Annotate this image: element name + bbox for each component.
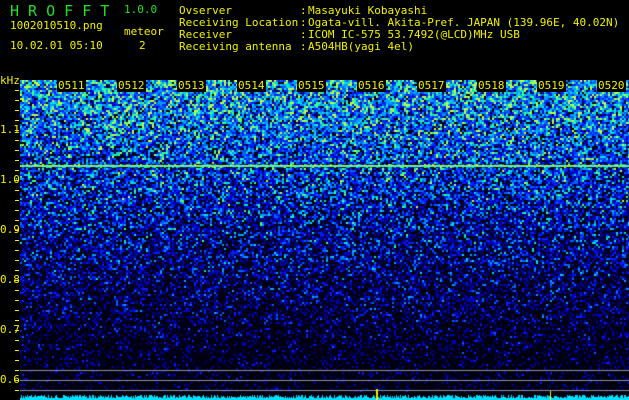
y-tick-mark	[15, 120, 19, 121]
y-tick-label: 0.8	[0, 273, 20, 286]
y-tick-mark	[15, 100, 19, 101]
y-tick-label: 0.7	[0, 323, 20, 336]
y-tick-mark	[15, 90, 19, 91]
info-colon: :	[300, 28, 307, 41]
info-label: Receiver	[179, 28, 232, 41]
y-tick-label: 1.0	[0, 173, 20, 186]
x-tick-label: 0513	[177, 79, 206, 92]
info-value: Ogata-vill. Akita-Pref. JAPAN (139.96E, …	[308, 16, 620, 29]
x-tick-label: 0518	[477, 79, 506, 92]
y-tick-mark	[15, 130, 19, 131]
info-colon: :	[300, 16, 307, 29]
y-tick-label: 0.9	[0, 223, 20, 236]
y-tick-mark	[15, 150, 19, 151]
y-tick-mark	[15, 200, 19, 201]
x-tick-label: 0516	[357, 79, 386, 92]
y-tick-mark	[15, 140, 19, 141]
info-colon: :	[300, 40, 307, 53]
x-tick-label: 0520	[597, 79, 626, 92]
spectrogram	[20, 80, 629, 400]
app-title: H R O F F T	[10, 2, 110, 20]
y-tick-mark	[15, 310, 19, 311]
y-tick-mark	[15, 210, 19, 211]
x-tick-label: 0514	[237, 79, 266, 92]
app-version: 1.0.0	[124, 3, 158, 16]
info-label: Receiving Location	[179, 16, 299, 29]
y-tick-mark	[15, 190, 19, 191]
x-tick-label: 0519	[537, 79, 566, 92]
y-tick-mark	[15, 370, 19, 371]
y-tick-label: 0.6	[0, 373, 20, 386]
file-name: 1002010510.png	[10, 19, 103, 32]
y-tick-mark	[15, 330, 19, 331]
y-tick-mark	[15, 250, 19, 251]
info-label: Ovserver	[179, 4, 232, 17]
file-datetime: 10.02.01 05:10	[10, 39, 103, 52]
y-tick-mark	[15, 230, 19, 231]
x-tick-label: 0517	[417, 79, 446, 92]
y-tick-mark	[15, 110, 19, 111]
y-tick-label: 1.1	[0, 123, 20, 136]
y-tick-mark	[15, 270, 19, 271]
y-tick-mark	[15, 340, 19, 341]
y-tick-mark	[15, 380, 19, 381]
y-tick-mark	[15, 180, 19, 181]
y-tick-mark	[15, 290, 19, 291]
y-tick-mark	[15, 280, 19, 281]
info-value: Masayuki Kobayashi	[308, 4, 428, 17]
meteor-label: meteor	[124, 25, 164, 38]
y-tick-mark	[15, 390, 19, 391]
info-value: A504HB(yagi 4el)	[308, 40, 414, 53]
y-tick-mark	[15, 170, 19, 171]
y-tick-mark	[15, 320, 19, 321]
y-tick-mark	[15, 360, 19, 361]
info-label: Receiving antenna	[179, 40, 292, 53]
y-tick-mark	[15, 300, 19, 301]
y-tick-mark	[15, 350, 19, 351]
x-tick-label: 0512	[117, 79, 146, 92]
y-tick-mark	[15, 160, 19, 161]
y-tick-mark	[15, 220, 19, 221]
x-tick-label: 0515	[297, 79, 326, 92]
info-value: ICOM IC-575 53.7492(@LCD)MHz USB	[308, 28, 520, 41]
y-tick-mark	[15, 240, 19, 241]
y-axis-label: kHz	[0, 74, 20, 87]
x-tick-label: 0511	[57, 79, 86, 92]
y-tick-mark	[15, 260, 19, 261]
meteor-count: 2	[139, 39, 146, 52]
info-colon: :	[300, 4, 307, 17]
